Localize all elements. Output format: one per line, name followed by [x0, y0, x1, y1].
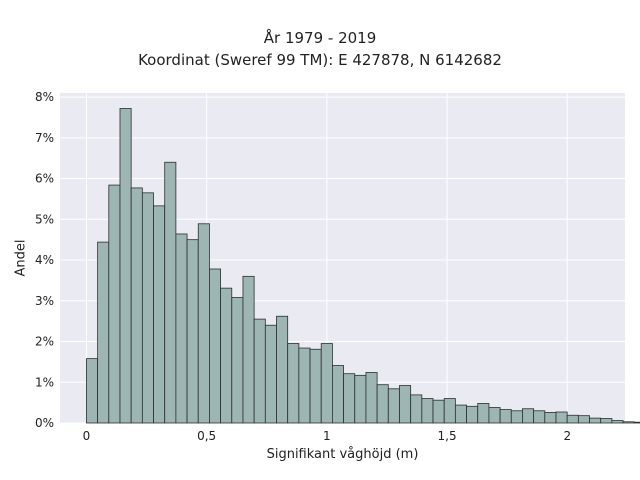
- y-tick-label: 7%: [35, 131, 54, 145]
- histogram-bar: [97, 241, 110, 424]
- histogram-bar: [432, 399, 445, 424]
- histogram-bar: [589, 417, 602, 424]
- bars: [86, 108, 640, 424]
- histogram-bar: [231, 297, 244, 424]
- histogram-bar: [533, 410, 546, 424]
- histogram-bar: [309, 348, 322, 424]
- histogram-bar: [421, 398, 434, 424]
- histogram-bar: [555, 411, 568, 424]
- x-tick-label: 1,5: [438, 429, 457, 443]
- y-axis-label: Andel: [13, 239, 29, 277]
- histogram-bar: [622, 421, 635, 424]
- chart-subtitle: Koordinat (Sweref 99 TM): E 427878, N 61…: [138, 51, 502, 69]
- x-axis-label: Signifikant våghöjd (m): [266, 447, 419, 462]
- histogram-bar: [253, 318, 266, 424]
- y-tick-label: 0%: [35, 416, 54, 430]
- histogram-bar: [175, 233, 188, 424]
- histogram-bar: [130, 187, 143, 424]
- histogram-bar: [600, 418, 613, 424]
- y-tick-label: 5%: [35, 212, 54, 226]
- histogram-bar: [387, 388, 400, 424]
- histogram-bar: [186, 239, 199, 424]
- histogram-bar: [510, 410, 523, 424]
- histogram-bar: [141, 192, 154, 424]
- histogram-bar: [577, 415, 590, 424]
- histogram-bar: [522, 408, 535, 424]
- histogram-bar: [209, 268, 222, 424]
- histogram-bar: [544, 412, 557, 424]
- histogram-bar: [376, 384, 389, 424]
- histogram-bar: [164, 161, 177, 424]
- histogram-bar: [298, 347, 311, 424]
- histogram-bar: [633, 421, 640, 424]
- histogram-bar: [86, 358, 99, 424]
- x-tick-label: 0: [83, 429, 91, 443]
- histogram-bar: [119, 108, 132, 424]
- x-tick-label: 0,5: [197, 429, 216, 443]
- histogram-bar: [443, 398, 456, 424]
- chart-title: År 1979 - 2019: [263, 29, 377, 47]
- y-tick-label: 1%: [35, 375, 54, 389]
- histogram-bar: [242, 275, 255, 424]
- histogram-bar: [264, 324, 277, 424]
- histogram-bar: [365, 372, 378, 424]
- histogram-bar: [399, 385, 412, 424]
- histogram-bar: [320, 343, 333, 424]
- y-tick-labels: 0% 1% 2% 3% 4% 5% 6% 7% 8%: [35, 90, 54, 430]
- histogram-bar: [611, 420, 624, 424]
- y-tick-label: 8%: [35, 90, 54, 104]
- x-tick-labels: 0 0,5 1 1,5 2: [83, 429, 571, 443]
- y-tick-label: 4%: [35, 253, 54, 267]
- histogram-bar: [153, 205, 166, 424]
- histogram-bar: [108, 184, 121, 424]
- histogram-bar: [197, 223, 210, 424]
- histogram-bar: [343, 373, 356, 424]
- grid-lines: [60, 93, 625, 424]
- histogram-bar: [477, 403, 490, 424]
- histogram-bar: [566, 414, 579, 424]
- histogram-bar: [499, 409, 512, 424]
- x-tick-label: 2: [563, 429, 571, 443]
- histogram-bar: [276, 315, 289, 424]
- histogram-bar: [354, 374, 367, 424]
- histogram-bar: [220, 287, 233, 424]
- histogram-bar: [454, 404, 467, 424]
- histogram-bar: [410, 394, 423, 424]
- y-tick-label: 6%: [35, 172, 54, 186]
- x-tick-label: 1: [323, 429, 331, 443]
- histogram-bar: [466, 405, 479, 424]
- histogram-bar: [488, 407, 501, 424]
- y-tick-label: 3%: [35, 294, 54, 308]
- y-tick-label: 2%: [35, 335, 54, 349]
- histogram-bar: [332, 365, 344, 424]
- histogram-bar: [287, 343, 300, 424]
